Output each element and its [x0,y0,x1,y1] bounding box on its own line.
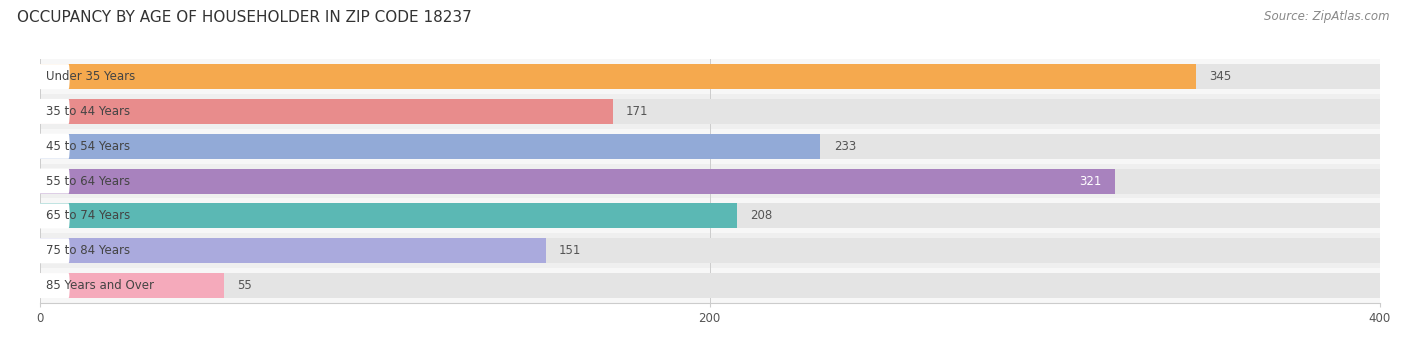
FancyBboxPatch shape [10,273,70,298]
Bar [39,164,1379,199]
Bar [39,238,1379,263]
Text: 85 Years and Over: 85 Years and Over [46,279,155,292]
FancyBboxPatch shape [10,169,70,193]
FancyBboxPatch shape [10,238,70,263]
Bar [39,199,1379,233]
Bar [39,238,546,263]
Text: 65 to 74 Years: 65 to 74 Years [46,209,131,222]
Bar [39,134,1379,159]
Bar [39,64,1195,89]
FancyBboxPatch shape [10,64,70,89]
Bar [39,64,1379,89]
Text: 345: 345 [1209,70,1232,83]
FancyBboxPatch shape [10,203,70,228]
Bar [39,99,613,124]
Bar [39,203,1379,228]
Text: 208: 208 [749,209,772,222]
Text: 233: 233 [834,140,856,153]
Text: OCCUPANCY BY AGE OF HOUSEHOLDER IN ZIP CODE 18237: OCCUPANCY BY AGE OF HOUSEHOLDER IN ZIP C… [17,10,471,25]
FancyBboxPatch shape [10,134,70,159]
Bar [39,169,1115,193]
Text: 75 to 84 Years: 75 to 84 Years [46,244,131,257]
Text: 45 to 54 Years: 45 to 54 Years [46,140,131,153]
Text: Under 35 Years: Under 35 Years [46,70,135,83]
FancyBboxPatch shape [10,99,70,124]
Text: Source: ZipAtlas.com: Source: ZipAtlas.com [1264,10,1389,23]
Bar [39,268,1379,303]
Bar [39,273,1379,298]
Text: 35 to 44 Years: 35 to 44 Years [46,105,131,118]
Bar [39,203,737,228]
Bar [39,134,820,159]
Bar [39,94,1379,129]
Bar [39,273,224,298]
Text: 151: 151 [560,244,581,257]
Text: 55: 55 [238,279,252,292]
Bar [39,169,1379,193]
Bar [39,99,1379,124]
Bar [39,233,1379,268]
Text: 171: 171 [626,105,648,118]
Bar [39,59,1379,94]
Bar [39,129,1379,164]
Text: 55 to 64 Years: 55 to 64 Years [46,174,131,188]
Text: 321: 321 [1080,174,1102,188]
